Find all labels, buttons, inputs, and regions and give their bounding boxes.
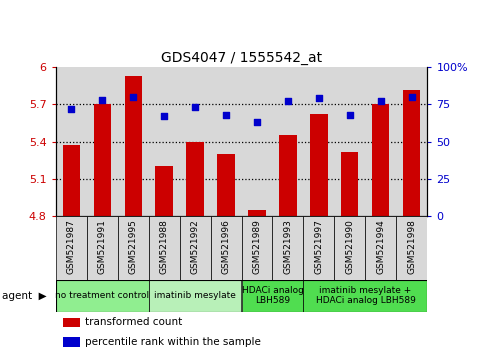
Point <box>160 114 168 119</box>
Bar <box>303 67 334 216</box>
Text: agent  ▶: agent ▶ <box>2 291 47 301</box>
Bar <box>248 210 266 216</box>
Bar <box>94 104 111 216</box>
Bar <box>149 280 242 312</box>
Bar <box>403 90 421 216</box>
Bar <box>149 67 180 216</box>
Bar <box>56 216 86 280</box>
Text: transformed count: transformed count <box>85 318 183 327</box>
Bar <box>366 67 397 216</box>
Bar <box>186 142 203 216</box>
Bar <box>156 166 172 216</box>
Bar <box>56 67 86 216</box>
Bar <box>86 67 117 216</box>
Bar <box>311 114 327 216</box>
Point <box>315 96 323 101</box>
Bar <box>211 216 242 280</box>
Bar <box>334 67 366 216</box>
Bar <box>125 76 142 216</box>
Bar <box>303 216 334 280</box>
Bar <box>280 135 297 216</box>
Bar <box>62 145 80 216</box>
Text: imatinib mesylate +
HDACi analog LBH589: imatinib mesylate + HDACi analog LBH589 <box>315 286 415 305</box>
Point <box>98 97 106 103</box>
Point <box>284 99 292 104</box>
Bar <box>86 216 117 280</box>
Point <box>377 99 385 104</box>
Bar <box>366 216 397 280</box>
Bar <box>117 67 149 216</box>
Bar <box>334 216 366 280</box>
Bar <box>341 152 358 216</box>
Text: imatinib mesylate: imatinib mesylate <box>154 291 236 300</box>
Point <box>191 104 199 110</box>
Text: GSM521992: GSM521992 <box>190 219 199 274</box>
Text: no treatment control: no treatment control <box>55 291 149 300</box>
Bar <box>63 318 80 327</box>
Text: percentile rank within the sample: percentile rank within the sample <box>85 337 261 347</box>
Point <box>253 119 261 125</box>
Text: GSM521988: GSM521988 <box>159 219 169 274</box>
Point <box>408 94 416 100</box>
Text: GSM521994: GSM521994 <box>376 219 385 274</box>
Title: GDS4047 / 1555542_at: GDS4047 / 1555542_at <box>161 51 322 65</box>
Bar <box>180 216 211 280</box>
Text: GSM521998: GSM521998 <box>408 219 416 274</box>
Text: HDACi analog
LBH589: HDACi analog LBH589 <box>242 286 303 305</box>
Text: GSM521995: GSM521995 <box>128 219 138 274</box>
Bar <box>272 67 303 216</box>
Text: GSM521991: GSM521991 <box>98 219 107 274</box>
Point <box>222 112 230 118</box>
Text: GSM521993: GSM521993 <box>284 219 293 274</box>
Point <box>346 112 354 118</box>
Point <box>67 106 75 112</box>
Bar <box>63 337 80 347</box>
Bar <box>242 67 272 216</box>
Bar <box>149 216 180 280</box>
Bar <box>217 154 235 216</box>
Text: GSM521996: GSM521996 <box>222 219 230 274</box>
Bar <box>211 67 242 216</box>
Text: GSM521989: GSM521989 <box>253 219 261 274</box>
Bar <box>242 280 303 312</box>
Point <box>129 94 137 100</box>
Bar <box>397 216 427 280</box>
Bar <box>372 104 389 216</box>
Bar <box>180 67 211 216</box>
Bar <box>242 216 272 280</box>
Text: GSM521997: GSM521997 <box>314 219 324 274</box>
Bar <box>303 280 427 312</box>
Text: GSM521990: GSM521990 <box>345 219 355 274</box>
Bar <box>117 216 149 280</box>
Bar <box>397 67 427 216</box>
Bar <box>272 216 303 280</box>
Bar <box>56 280 149 312</box>
Text: GSM521987: GSM521987 <box>67 219 75 274</box>
